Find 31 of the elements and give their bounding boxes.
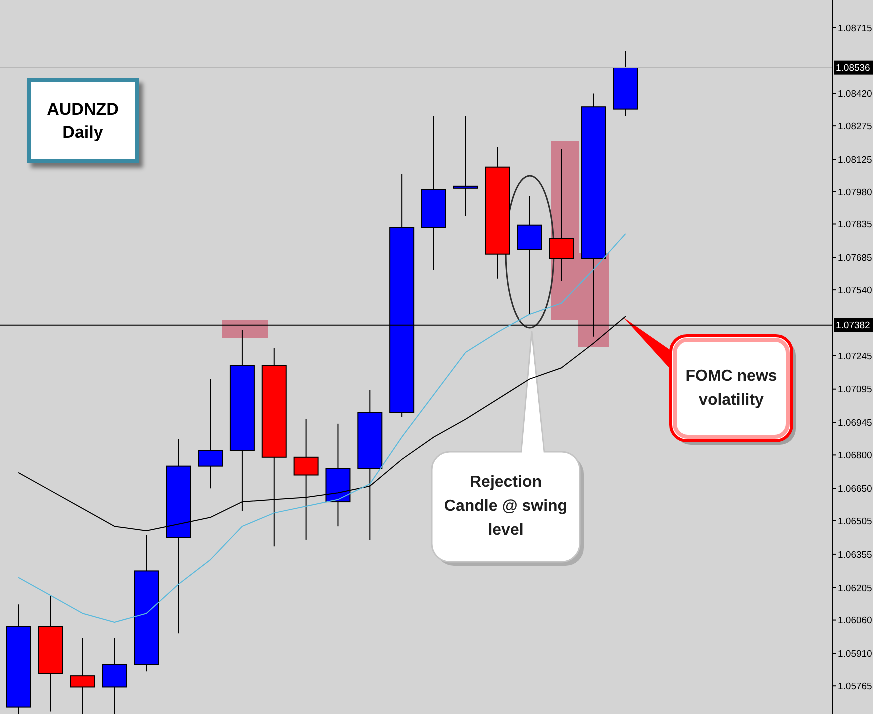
candlestick <box>453 116 478 217</box>
y-tick-label: 1.05910 <box>838 649 872 660</box>
candlestick <box>198 378 224 490</box>
y-tick-label: 1.08420 <box>838 89 872 100</box>
y-tick-label: 1.07245 <box>838 351 872 362</box>
y-tick-label: 1.07980 <box>838 187 872 198</box>
y-tick-label: 1.06650 <box>838 484 872 496</box>
y-tick-label: 1.06945 <box>838 418 872 430</box>
y-tick-label: 1.08715 <box>838 23 872 34</box>
y-tick-label: 1.08275 <box>838 121 872 132</box>
y-tick-label: 1.07835 <box>838 220 872 231</box>
text: AUDNZD <box>47 98 119 120</box>
annotation: FOMC news volatility <box>684 366 778 410</box>
line-series <box>18 234 626 624</box>
candlestick <box>549 148 574 282</box>
ref-line-label: 1.08536 <box>836 63 870 74</box>
text: Daily <box>62 122 104 144</box>
y-tick-label: 1.07540 <box>838 285 872 296</box>
y-tick-label: 1.06800 <box>838 450 872 462</box>
annotation: Rejection Candle @ swing level <box>443 473 569 541</box>
y-tick-label: 1.07095 <box>838 384 872 396</box>
candlestick <box>70 638 96 714</box>
ref-line-label: 1.07382 <box>836 320 870 332</box>
y-tick-label: 1.08125 <box>838 154 872 166</box>
y-tick-label: 1.05765 <box>838 681 872 692</box>
y-tick-label: 1.06205 <box>838 583 872 594</box>
y-tick-label: 1.07685 <box>838 253 872 264</box>
y-tick-label: 1.06060 <box>838 616 872 627</box>
candlestick <box>102 638 128 714</box>
y-tick-label: 1.06505 <box>838 516 872 528</box>
y-tick-label: 1.06355 <box>838 550 872 561</box>
